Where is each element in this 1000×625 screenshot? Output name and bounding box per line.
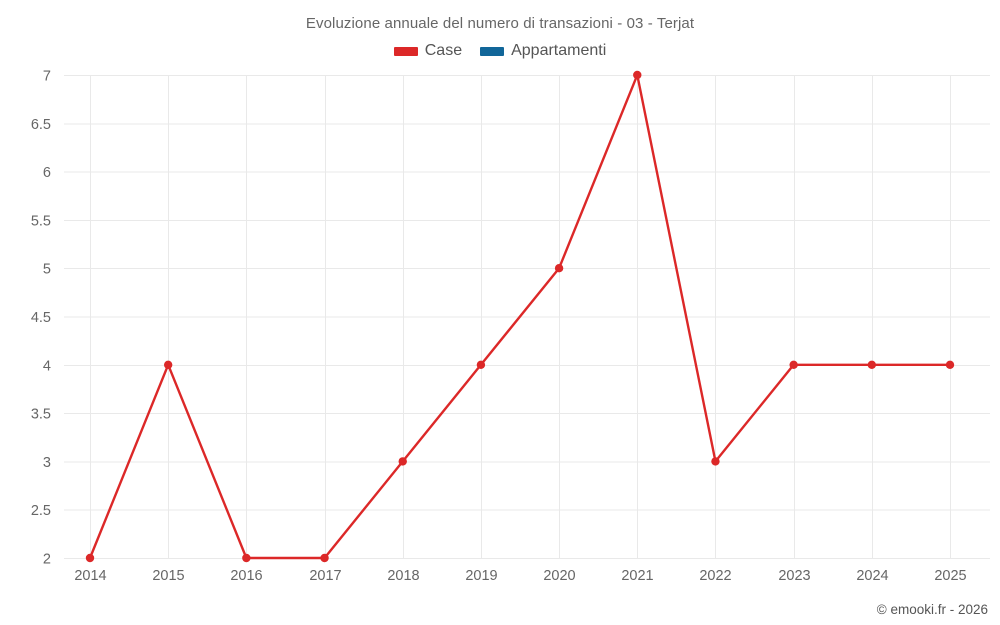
x-tick-label: 2022 <box>699 568 731 584</box>
x-tick-label: 2018 <box>387 568 419 584</box>
data-point-case-2016[interactable] <box>242 553 251 563</box>
y-tick-label: 2.5 <box>31 503 51 519</box>
legend-item-case[interactable]: Case <box>393 42 463 59</box>
series-line-case <box>88 73 952 560</box>
x-tick-label: 2017 <box>309 568 341 584</box>
x-tick-label: 2023 <box>778 568 810 584</box>
y-tick-label: 5.5 <box>31 213 51 229</box>
y-tick-label: 2 <box>43 552 51 568</box>
y-tick-label: 6 <box>43 165 51 181</box>
data-point-case-2021[interactable] <box>633 70 642 80</box>
x-tick-label: 2025 <box>934 568 966 584</box>
y-tick-label: 4 <box>43 358 51 374</box>
data-point-case-2020[interactable] <box>554 264 564 273</box>
data-point-case-2018[interactable] <box>398 457 407 466</box>
x-tick-label: 2015 <box>152 568 184 584</box>
legend-label-appartamenti: Appartamenti <box>511 42 607 59</box>
y-tick-label: 3 <box>43 455 51 471</box>
y-tick-label: 5 <box>43 262 51 278</box>
footer-credit: © emooki.fr - 2026 <box>876 602 988 617</box>
x-tick-label: 2021 <box>621 568 653 584</box>
y-tick-label: 7 <box>43 69 51 85</box>
data-point-case-2023[interactable] <box>789 360 798 369</box>
legend-swatch-appartamenti-icon <box>480 46 505 56</box>
legend-swatch-case-icon <box>393 46 418 56</box>
data-point-case-2017[interactable] <box>320 553 329 563</box>
data-point-case-2015[interactable] <box>163 360 173 369</box>
legend-item-appartamenti[interactable]: Appartamenti <box>480 43 606 59</box>
data-point-case-2014[interactable] <box>85 553 95 563</box>
data-point-case-2025[interactable] <box>945 360 955 369</box>
data-point-case-2022[interactable] <box>711 457 720 466</box>
x-tick-label: 2024 <box>856 568 888 584</box>
y-tick-label: 6.5 <box>31 117 51 133</box>
data-point-case-2019[interactable] <box>476 360 486 369</box>
x-tick-label: 2016 <box>230 568 262 584</box>
y-tick-label: 4.5 <box>31 310 51 326</box>
x-tick-label: 2014 <box>74 568 106 584</box>
chart-title: Evoluzione annuale del numero di transaz… <box>305 15 695 32</box>
x-tick-label: 2019 <box>465 568 497 584</box>
y-tick-label: 3.5 <box>31 407 51 423</box>
data-point-case-2024[interactable] <box>867 360 877 369</box>
legend-label-case: Case <box>424 42 463 59</box>
x-tick-label: 2020 <box>543 568 575 584</box>
chart-legend: Case Appartamenti <box>0 43 1000 59</box>
